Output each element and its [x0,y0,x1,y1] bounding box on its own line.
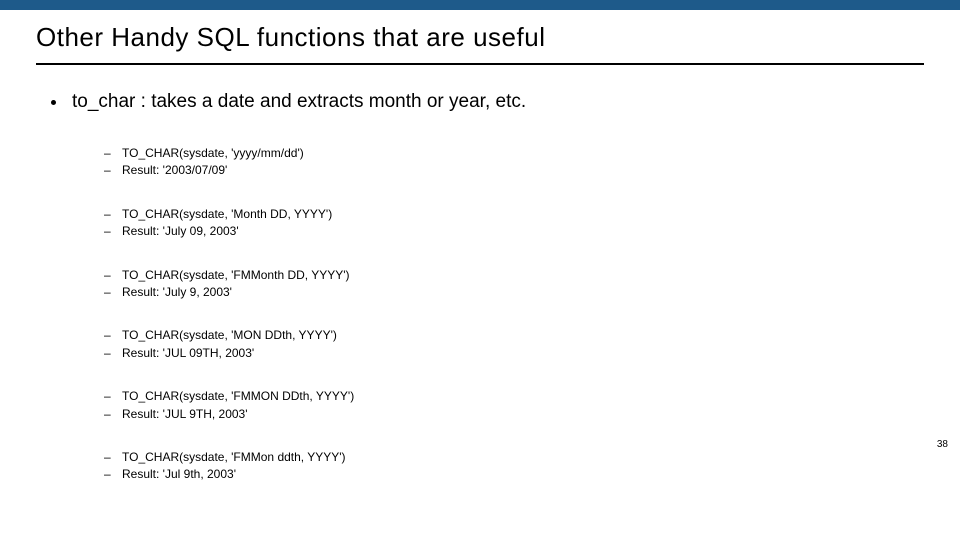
example-group-2: TO_CHAR(sysdate, 'FMMonth DD, YYYY') Res… [104,267,924,302]
example-group-3: TO_CHAR(sysdate, 'MON DDth, YYYY') Resul… [104,327,924,362]
example-call: TO_CHAR(sysdate, 'FMMON DDth, YYYY') [104,388,924,405]
example-call: TO_CHAR(sysdate, 'FMMon ddth, YYYY') [104,449,924,466]
example-call: TO_CHAR(sysdate, 'FMMonth DD, YYYY') [104,267,924,284]
example-group-5: TO_CHAR(sysdate, 'FMMon ddth, YYYY') Res… [104,449,924,484]
example-result: Result: '2003/07/09' [104,162,924,179]
example-result: Result: 'July 9, 2003' [104,284,924,301]
page-number: 38 [937,439,948,450]
top-accent-bar [0,0,960,10]
example-result: Result: 'July 09, 2003' [104,223,924,240]
example-call: TO_CHAR(sysdate, 'yyyy/mm/dd') [104,145,924,162]
main-bullet-list: to_char : takes a date and extracts mont… [68,91,924,113]
slide-container: Other Handy SQL functions that are usefu… [0,0,960,540]
example-group-4: TO_CHAR(sysdate, 'FMMON DDth, YYYY') Res… [104,388,924,423]
content-area: Other Handy SQL functions that are usefu… [0,10,960,484]
example-group-1: TO_CHAR(sysdate, 'Month DD, YYYY') Resul… [104,206,924,241]
main-bullet-item: to_char : takes a date and extracts mont… [68,91,924,113]
example-group-0: TO_CHAR(sysdate, 'yyyy/mm/dd') Result: '… [104,145,924,180]
example-result: Result: 'JUL 9TH, 2003' [104,406,924,423]
example-call: TO_CHAR(sysdate, 'MON DDth, YYYY') [104,327,924,344]
example-call: TO_CHAR(sysdate, 'Month DD, YYYY') [104,206,924,223]
slide-title: Other Handy SQL functions that are usefu… [36,22,924,65]
example-result: Result: 'Jul 9th, 2003' [104,466,924,483]
example-result: Result: 'JUL 09TH, 2003' [104,345,924,362]
